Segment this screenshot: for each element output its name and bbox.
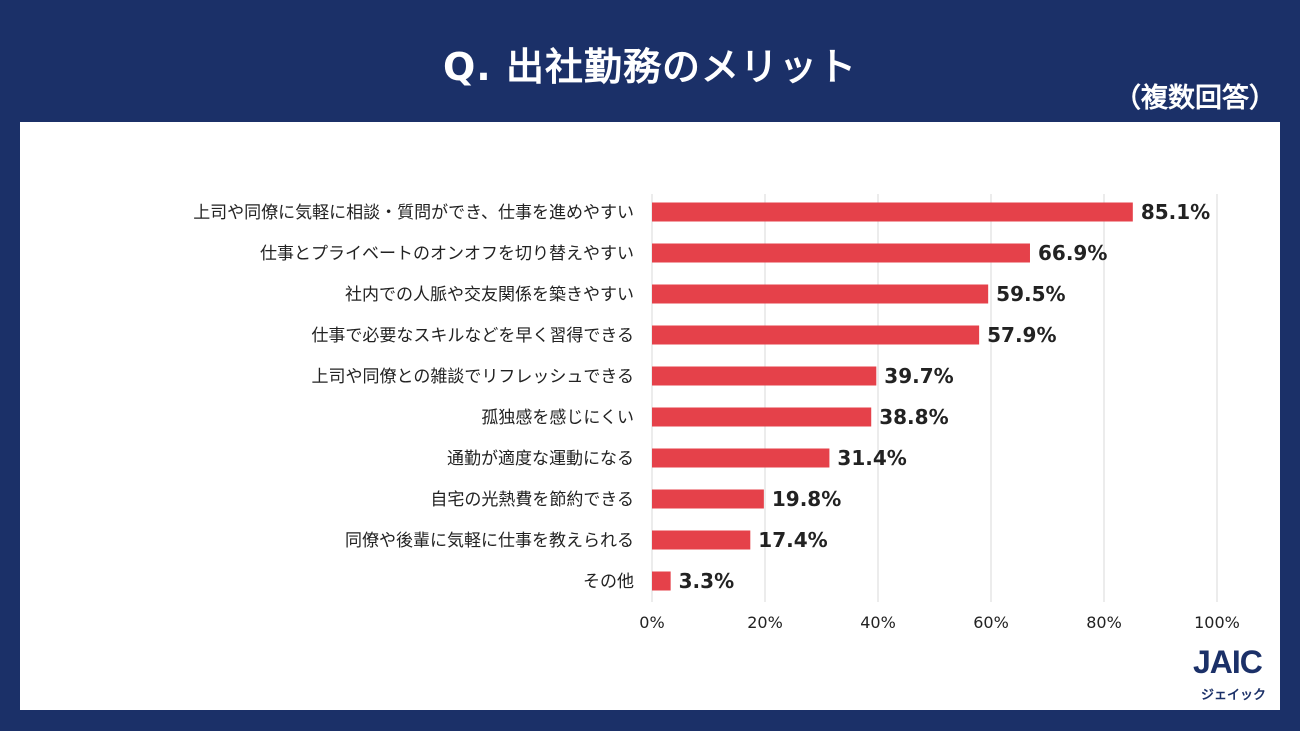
category-label: 通勤が適度な運動になる <box>447 449 634 469</box>
bar <box>652 243 1030 263</box>
x-tick-label: 80% <box>1086 613 1122 632</box>
bar <box>652 284 989 304</box>
chart-panel: 上司や同僚に気軽に相談・質問ができ、仕事を進めやすい仕事とプライベートのオンオフ… <box>20 122 1280 710</box>
category-label: 上司や同僚との雑談でリフレッシュできる <box>312 367 635 387</box>
x-axis-ticks: 0% 20% 40% 60% 80% 100% <box>639 613 1240 632</box>
category-label: 孤独感を感じにくい <box>481 408 634 428</box>
value-label: 38.8% <box>879 405 948 429</box>
x-tick-label: 100% <box>1194 613 1240 632</box>
bars <box>652 202 1133 591</box>
value-label: 57.9% <box>987 323 1056 347</box>
value-label: 66.9% <box>1038 241 1107 265</box>
category-label: 仕事とプライベートのオンオフを切り替えやすい <box>260 244 634 264</box>
value-labels: 85.1% 66.9% 59.5% 57.9% 39.7% 38.8% 31.4% 19.8%… <box>679 200 1211 593</box>
bar <box>652 448 830 468</box>
value-label: 17.4% <box>758 528 827 552</box>
value-label: 39.7% <box>884 364 953 388</box>
bar <box>652 489 764 509</box>
bar <box>652 202 1133 222</box>
chart-title: Q. 出社勤務のメリット <box>443 45 857 89</box>
category-label: 仕事で必要なスキルなどを早く習得できる <box>311 326 634 346</box>
bar-chart: 上司や同僚に気軽に相談・質問ができ、仕事を進めやすい仕事とプライベートのオンオフ… <box>193 194 1240 632</box>
category-label: その他 <box>583 572 634 592</box>
category-label: 上司や同僚に気軽に相談・質問ができ、仕事を進めやすい <box>193 203 634 223</box>
value-label: 3.3% <box>679 569 734 593</box>
x-tick-label: 0% <box>639 613 664 632</box>
x-tick-label: 40% <box>860 613 896 632</box>
category-label: 自宅の光熱費を節約できる <box>430 490 634 510</box>
category-labels: 上司や同僚に気軽に相談・質問ができ、仕事を進めやすい仕事とプライベートのオンオフ… <box>193 203 634 592</box>
value-label: 19.8% <box>772 487 841 511</box>
chart-subtitle: （複数回答） <box>1114 83 1276 114</box>
logo-kana: ジェイック <box>1201 688 1267 703</box>
x-tick-label: 60% <box>973 613 1009 632</box>
bar <box>652 571 671 591</box>
bar <box>652 325 980 345</box>
jaic-logo: JAIC ジェイック <box>1187 642 1287 703</box>
category-label: 社内での人脈や交友関係を築きやすい <box>345 285 634 305</box>
value-label: 31.4% <box>837 446 906 470</box>
value-label: 85.1% <box>1141 200 1210 224</box>
bar <box>652 530 751 550</box>
category-label: 同僚や後輩に気軽に仕事を教えられる <box>345 531 634 551</box>
x-tick-label: 20% <box>747 613 783 632</box>
logo-mark: JAIC <box>1193 644 1263 680</box>
value-label: 59.5% <box>996 282 1065 306</box>
bar <box>652 407 872 427</box>
bar <box>652 366 877 386</box>
